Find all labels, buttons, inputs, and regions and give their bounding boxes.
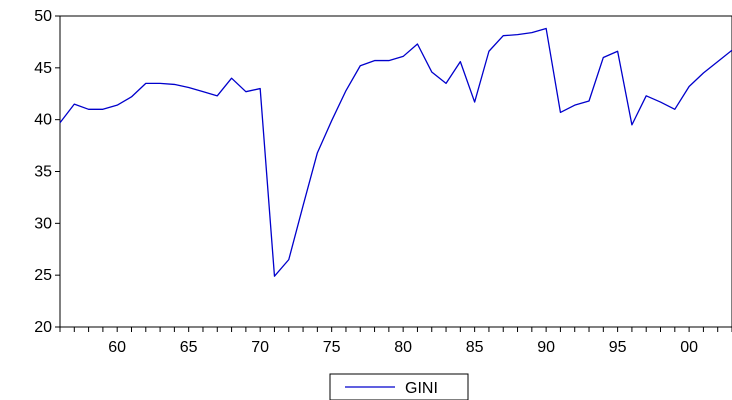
x-tick-label: 60 — [108, 339, 126, 356]
series-line-gini — [59, 27, 732, 277]
x-tick-label: 90 — [537, 339, 555, 356]
legend-label-gini: GINI — [405, 380, 438, 397]
x-tick-label: 00 — [680, 339, 698, 356]
y-tick-label: 45 — [34, 60, 52, 77]
y-axis: 20 25 30 35 40 45 50 — [34, 8, 60, 336]
y-tick-label: 25 — [34, 267, 52, 284]
y-tick-label: 40 — [34, 112, 52, 129]
x-tick-label: 70 — [251, 339, 269, 356]
legend: GINI — [329, 373, 469, 400]
series-layer — [59, 27, 732, 277]
plot-frame — [59, 15, 732, 328]
x-axis: 60 65 70 75 80 85 90 95 00 — [59, 327, 732, 356]
y-tick-label: 30 — [34, 215, 52, 232]
x-tick-label: 95 — [609, 339, 627, 356]
x-tick-label: 85 — [466, 339, 484, 356]
x-tick-label: 75 — [323, 339, 341, 356]
y-tick-label: 35 — [34, 164, 52, 181]
x-tick-label: 65 — [180, 339, 198, 356]
y-tick-label: 20 — [34, 319, 52, 336]
x-tick-label: 80 — [394, 339, 412, 356]
y-tick-label: 50 — [34, 8, 52, 25]
